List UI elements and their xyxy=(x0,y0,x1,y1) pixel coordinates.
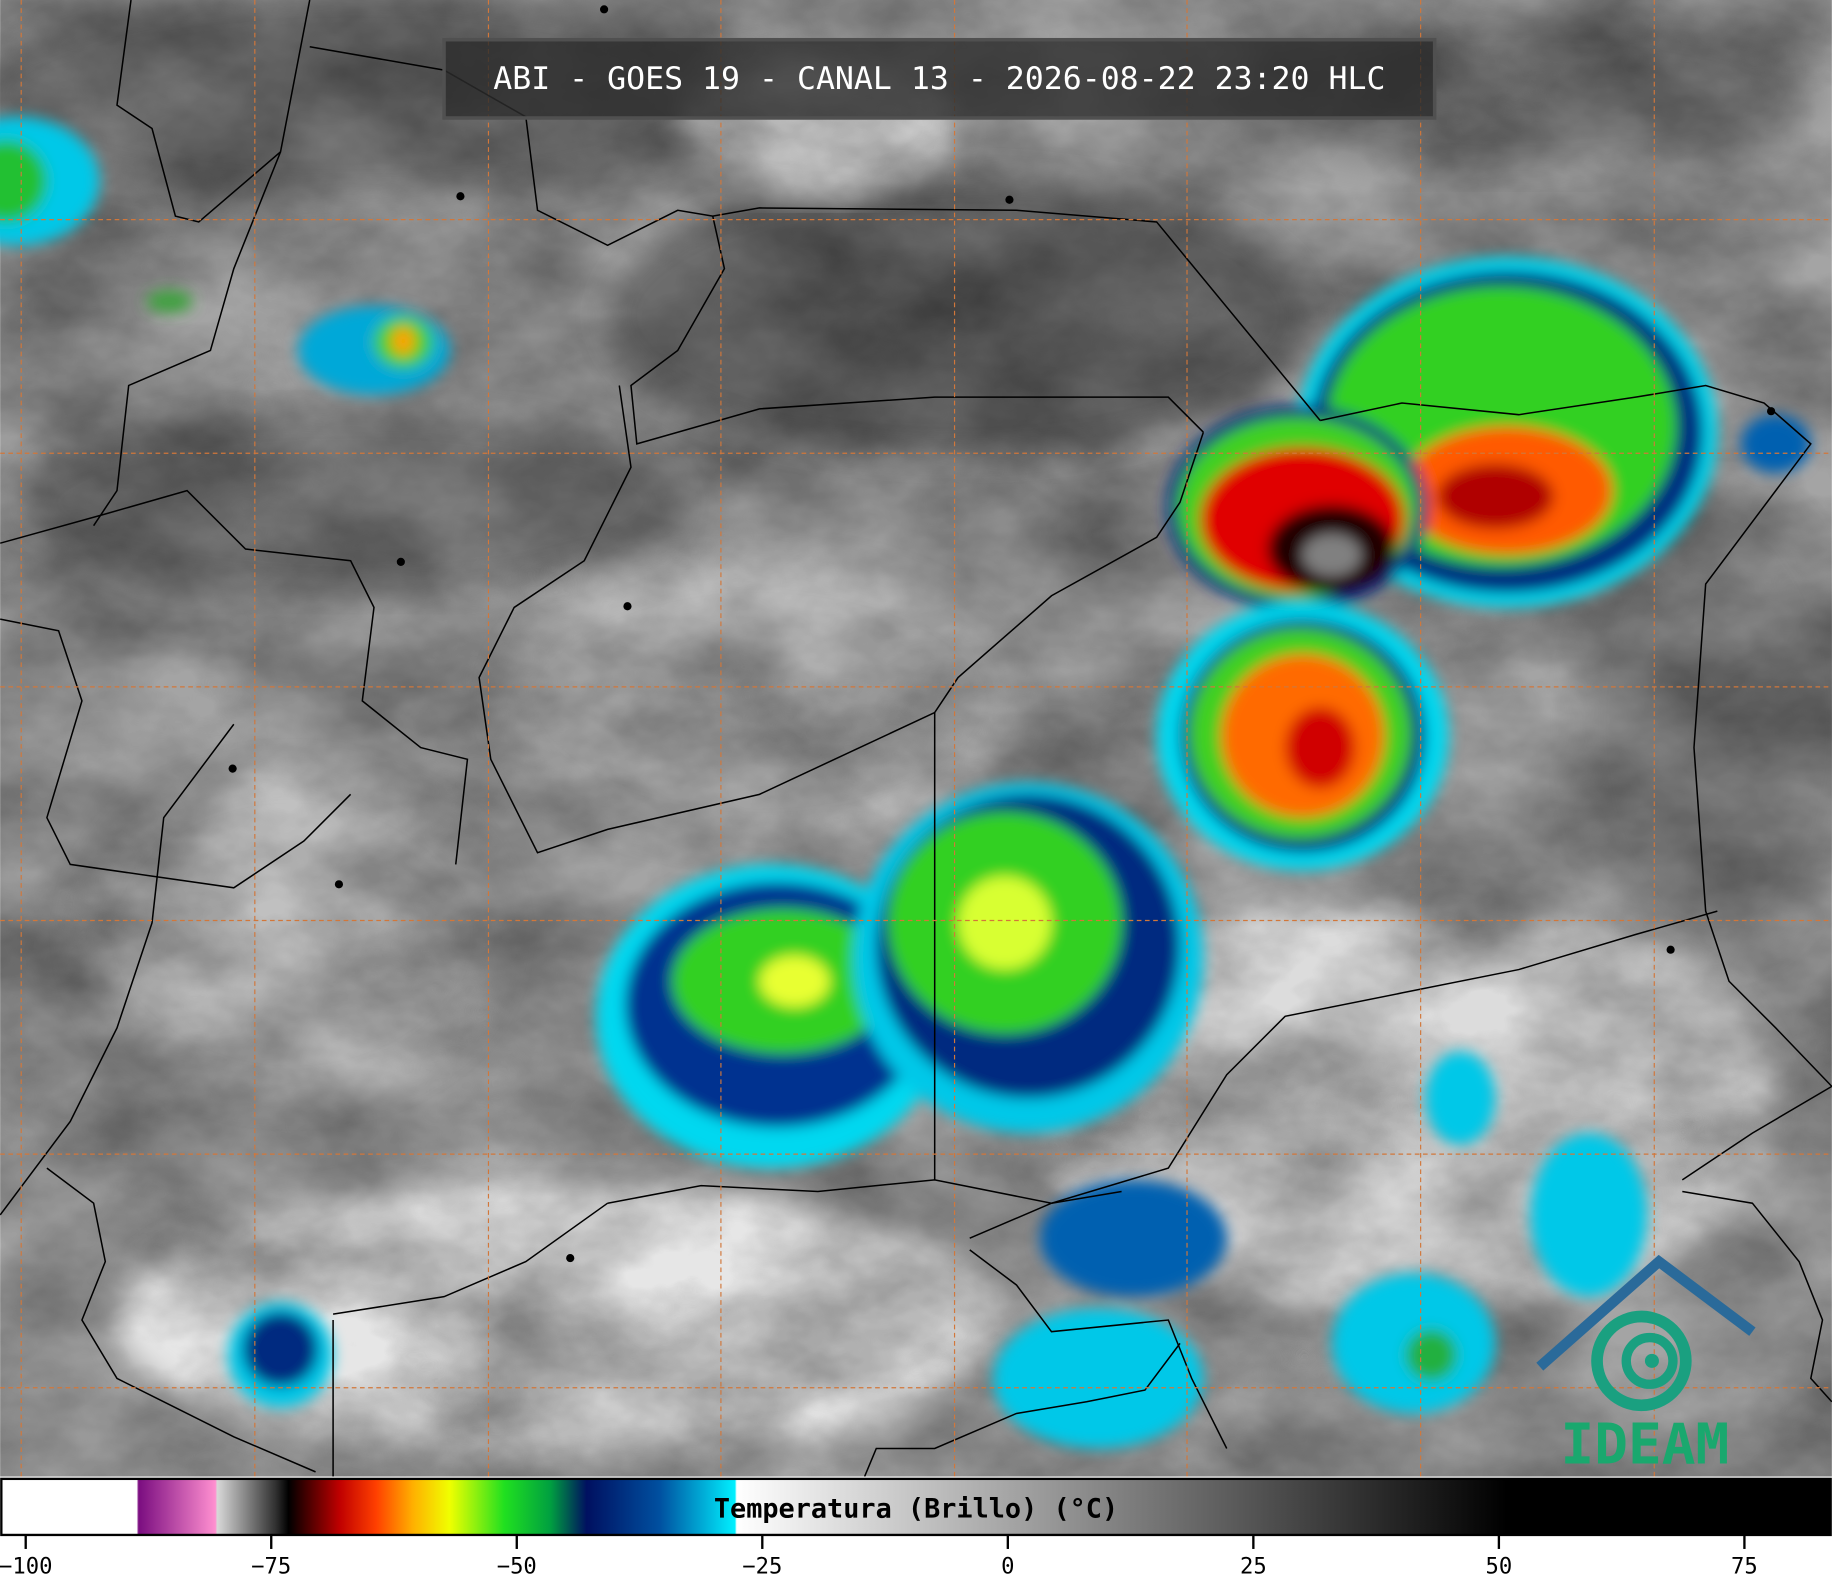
borders xyxy=(0,0,1832,1477)
storm-cells xyxy=(0,116,1811,1449)
logo: IDEAM xyxy=(1536,1254,1756,1478)
cloud-field xyxy=(0,0,1832,1477)
colorbar-label: Temperatura (Brillo) (°C) xyxy=(714,1493,1118,1524)
cities xyxy=(228,5,1776,1263)
colorbar xyxy=(0,1477,1832,1537)
colorbar-tick-label: 0 xyxy=(1001,1553,1014,1577)
title: ABI - GOES 19 - CANAL 13 - 2026-08-22 23… xyxy=(493,61,1385,97)
title-box: ABI - GOES 19 - CANAL 13 - 2026-08-22 23… xyxy=(442,37,1437,120)
colorbar-tick-label: −75 xyxy=(251,1553,291,1577)
lat-lon-grid xyxy=(0,0,1832,1477)
logo-text: IDEAM xyxy=(1561,1413,1730,1478)
colorbar-tick-label: −25 xyxy=(742,1553,782,1577)
colorbar-tick-label: 75 xyxy=(1731,1553,1758,1577)
colorbar-tick-label: 50 xyxy=(1486,1553,1513,1577)
colorbar-tick-label: 25 xyxy=(1240,1553,1267,1577)
colorbar-tick-label: −100 xyxy=(0,1553,52,1577)
colorbar-tick-label: −50 xyxy=(497,1553,537,1577)
